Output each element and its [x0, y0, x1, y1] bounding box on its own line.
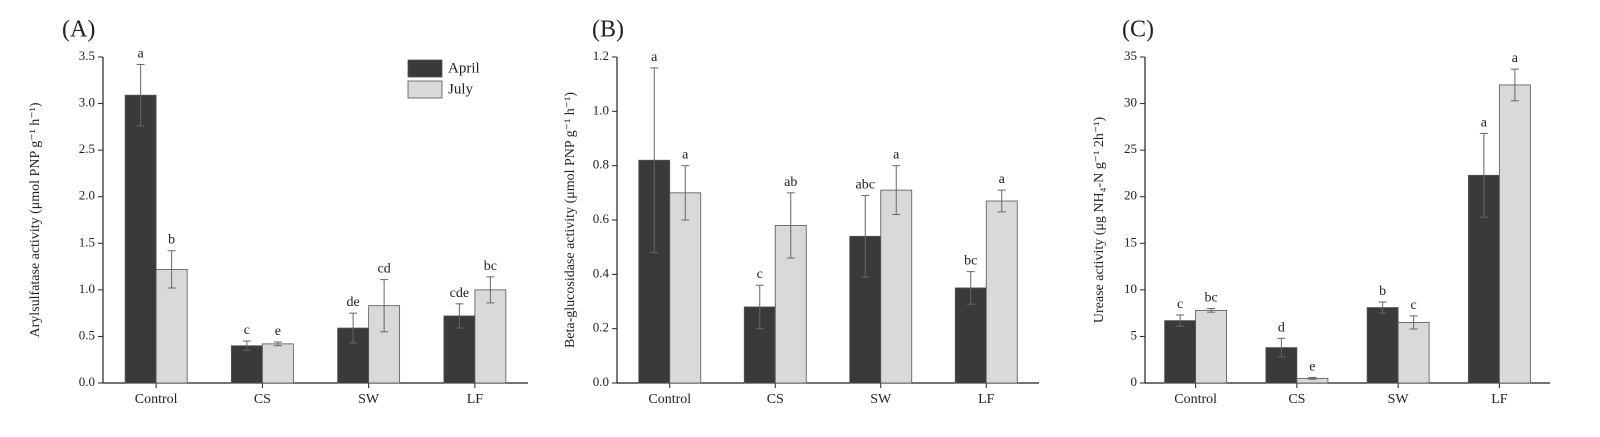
significance-letter: ab — [784, 175, 797, 190]
bar-july — [1195, 309, 1228, 384]
y-tick-label: 0.6 — [593, 211, 610, 226]
x-tick-label: CS — [767, 392, 784, 407]
y-tick-label: 1.0 — [593, 102, 609, 117]
x-tick-label: Control — [648, 392, 691, 407]
y-tick-label: 0.0 — [593, 374, 609, 389]
significance-letter: abc — [856, 178, 875, 193]
bar-july — [1498, 84, 1531, 384]
significance-letter: d — [1278, 320, 1285, 335]
y-tick-label: 2.0 — [79, 188, 95, 203]
y-tick-label: 10 — [1124, 281, 1137, 296]
y-tick-label: 0.5 — [79, 327, 95, 342]
significance-letter: cd — [378, 262, 391, 277]
significance-letter: bc — [964, 254, 977, 269]
panel-c: (C) 0 5 10 15 20 25 30 35 Urease activity (μg NH₄… — [1092, 17, 1550, 407]
significance-letter: c — [757, 267, 763, 282]
significance-letter: a — [138, 46, 145, 61]
significance-letter: c — [1177, 297, 1183, 312]
y-tick-label: 0.4 — [593, 265, 610, 280]
y-tick-label: 0.2 — [593, 320, 609, 335]
x-tick-label: LF — [978, 392, 995, 407]
legend-label: July — [448, 81, 474, 97]
bar-april — [124, 94, 157, 384]
x-tick-label: SW — [870, 392, 892, 407]
significance-letter: c — [1411, 298, 1417, 313]
significance-letter: a — [651, 50, 658, 65]
panel-b: (B) 0.0 0.2 0.4 0.6 0.8 1.0 1.2 Beta-glucosidase… — [563, 17, 1039, 407]
y-tick-label: 5 — [1131, 327, 1138, 342]
significance-letter: a — [682, 148, 689, 163]
significance-letter: e — [275, 324, 281, 339]
y-tick-label: 15 — [1124, 234, 1137, 249]
x-tick-label: LF — [1491, 392, 1508, 407]
legend-swatch-april — [407, 59, 443, 78]
panel-label: (B) — [592, 17, 624, 43]
y-tick-label: 0.8 — [593, 157, 609, 172]
legend-label: April — [448, 60, 480, 76]
x-tick-label: Control — [135, 392, 178, 407]
significance-letter: a — [999, 172, 1006, 187]
x-tick-label: CS — [1288, 392, 1305, 407]
significance-letter: a — [1512, 51, 1519, 66]
significance-letter: b — [168, 233, 175, 248]
significance-letter: cde — [450, 286, 469, 301]
significance-letter: a — [893, 148, 900, 163]
panel-a: (A) 0.0 0.5 1.0 1.5 2.0 2.5 3.0 3.5 Arylsulfatase… — [28, 17, 528, 407]
x-tick-label: CS — [254, 392, 271, 407]
y-tick-label: 1.5 — [79, 234, 95, 249]
y-tick-label: 0 — [1131, 374, 1138, 389]
significance-letter: bc — [1205, 290, 1218, 305]
significance-letter: b — [1379, 284, 1386, 299]
bar-july — [985, 200, 1018, 384]
significance-letter: bc — [484, 259, 497, 274]
y-axis-label: Urease activity (μg NH₄-N g⁻¹ 2h⁻¹) — [1092, 117, 1107, 324]
y-tick-label: 30 — [1124, 95, 1137, 110]
panel-label: (C) — [1122, 17, 1154, 43]
y-tick-label: 2.5 — [79, 141, 95, 156]
x-tick-label: LF — [467, 392, 484, 407]
significance-letter: e — [1309, 359, 1315, 374]
y-tick-label: 25 — [1124, 141, 1137, 156]
significance-letter: c — [244, 323, 250, 338]
y-tick-label: 20 — [1124, 188, 1137, 203]
y-axis-label: Arylsulfatase activity (μmol PNP g⁻¹ h⁻¹… — [28, 102, 43, 337]
y-axis-label: Beta-glucosidase activity (μmol PNP g⁻¹ … — [563, 92, 578, 348]
x-tick-label: SW — [1388, 392, 1410, 407]
y-tick-label: 3.0 — [79, 95, 95, 110]
y-tick-label: 1.0 — [79, 281, 95, 296]
bar-july — [474, 289, 507, 384]
legend-swatch-july — [407, 80, 443, 99]
bar-july — [1397, 322, 1430, 384]
y-tick-label: 0.0 — [79, 374, 95, 389]
y-tick-label: 3.5 — [79, 48, 95, 63]
bar-april — [1164, 320, 1197, 384]
x-tick-label: SW — [358, 392, 380, 407]
y-tick-label: 1.2 — [593, 48, 609, 63]
bar-april — [230, 345, 263, 384]
panel-label: (A) — [62, 17, 95, 43]
bar-july — [669, 192, 702, 384]
bar-july — [261, 343, 294, 384]
y-tick-label: 35 — [1124, 48, 1137, 63]
x-tick-label: Control — [1174, 392, 1217, 407]
significance-letter: a — [1481, 115, 1488, 130]
bar-april — [1366, 307, 1399, 384]
bar-july — [880, 189, 913, 384]
significance-letter: de — [347, 295, 360, 310]
